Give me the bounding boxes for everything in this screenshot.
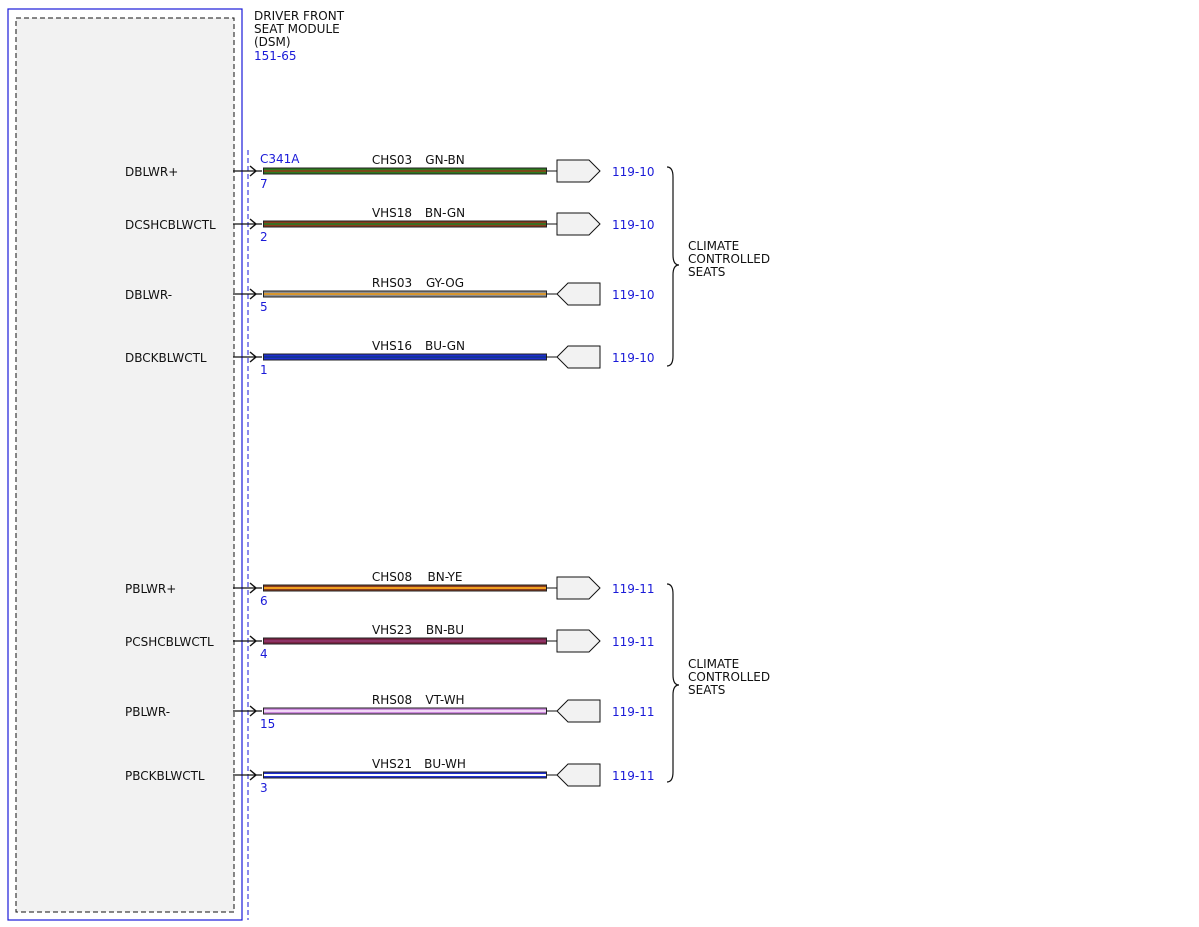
wire-4-dest-link[interactable]: 119-10	[612, 351, 655, 365]
wire-1-pin-chevron	[249, 165, 258, 177]
wire-7-pin-number: 15	[260, 717, 275, 731]
group-label-1-line-1: CLIMATE	[688, 239, 739, 253]
wire-5-wire-stripe	[264, 587, 546, 589]
wire-4-color-code: BU-GN	[425, 339, 465, 353]
wire-3-signal: DBLWR-	[125, 288, 172, 302]
connector-label[interactable]: C341A	[260, 152, 300, 166]
wire-4-incoming-flag	[556, 345, 601, 369]
wire-7-circuit: RHS08	[372, 693, 412, 707]
wire-2-outgoing-flag	[556, 212, 601, 236]
module-body	[15, 17, 235, 913]
wire-2-signal: DCSHCBLWCTL	[125, 218, 216, 232]
wire-2-dest-link[interactable]: 119-10	[612, 218, 655, 232]
wire-6-pin-number: 4	[260, 647, 268, 661]
group-label-2-line-1: CLIMATE	[688, 657, 739, 671]
group-brace-1	[666, 166, 680, 367]
module-title-line-2: SEAT MODULE	[254, 22, 340, 36]
wire-5-dest-link[interactable]: 119-11	[612, 582, 655, 596]
wire-7-pin-chevron	[249, 705, 258, 717]
wire-8-pin-number: 3	[260, 781, 268, 795]
wire-5-pin-chevron	[249, 582, 258, 594]
wire-3-incoming-flag	[556, 282, 601, 306]
wire-2-color-code: BN-GN	[425, 206, 465, 220]
wire-4-pin-chevron	[249, 351, 258, 363]
wire-4-circuit: VHS16	[372, 339, 412, 353]
wire-7-incoming-flag	[556, 699, 601, 723]
wire-7-signal: PBLWR-	[125, 705, 170, 719]
wire-3-wire-stripe	[264, 293, 546, 295]
wire-6-circuit: VHS23	[372, 623, 412, 637]
wire-1-wire-stripe	[264, 170, 546, 172]
wire-3-pin-number: 5	[260, 300, 268, 314]
wire-6-pin-chevron	[249, 635, 258, 647]
wire-7-color-code: VT-WH	[425, 693, 464, 707]
wire-5-circuit: CHS08	[372, 570, 412, 584]
wire-8-signal: PBCKBLWCTL	[125, 769, 205, 783]
wire-2-circuit: VHS18	[372, 206, 412, 220]
wire-3-color-code: GY-OG	[426, 276, 464, 290]
wire-6-signal: PCSHCBLWCTL	[125, 635, 214, 649]
wire-1-outgoing-flag	[556, 159, 601, 183]
wire-3-circuit: RHS03	[372, 276, 412, 290]
wire-7-wire-stripe	[264, 710, 546, 712]
wire-5-signal: PBLWR+	[125, 582, 176, 596]
wire-8-color-code: BU-WH	[424, 757, 466, 771]
wire-6-wire-stripe	[264, 640, 546, 642]
group-label-1-line-2: CONTROLLED	[688, 252, 770, 266]
wire-8-circuit: VHS21	[372, 757, 412, 771]
wire-4-wire-stripe	[264, 356, 546, 358]
wire-1-dest-link[interactable]: 119-10	[612, 165, 655, 179]
wire-1-signal: DBLWR+	[125, 165, 178, 179]
module-title-line-3: (DSM)	[254, 35, 291, 49]
wire-1-circuit: CHS03	[372, 153, 412, 167]
wire-6-color-code: BN-BU	[426, 623, 464, 637]
wire-2-wire-stripe	[264, 223, 546, 225]
module-ref-link[interactable]: 151-65	[254, 49, 297, 63]
wire-6-outgoing-flag	[556, 629, 601, 653]
wire-4-pin-number: 1	[260, 363, 268, 377]
wire-8-incoming-flag	[556, 763, 601, 787]
wire-5-pin-number: 6	[260, 594, 268, 608]
wire-1-color-code: GN-BN	[425, 153, 464, 167]
wire-1-pin-number: 7	[260, 177, 268, 191]
group-brace-2	[666, 583, 680, 783]
group-label-1-line-3: SEATS	[688, 265, 725, 279]
wire-6-dest-link[interactable]: 119-11	[612, 635, 655, 649]
wire-4-signal: DBCKBLWCTL	[125, 351, 207, 365]
group-label-2-line-2: CONTROLLED	[688, 670, 770, 684]
wire-2-pin-number: 2	[260, 230, 268, 244]
wire-list: DBLWR+ 7 CHS03 GN-BN 119-10 DCSHCBLWCTL 2 VHS18…	[125, 153, 655, 795]
module-title-line-1: DRIVER FRONT	[254, 9, 345, 23]
wire-8-pin-chevron	[249, 769, 258, 781]
wire-5-color-code: BN-YE	[427, 570, 462, 584]
wire-2-pin-chevron	[249, 218, 258, 230]
wire-3-dest-link[interactable]: 119-10	[612, 288, 655, 302]
wire-8-wire-stripe	[264, 774, 546, 776]
wire-3-pin-chevron	[249, 288, 258, 300]
group-label-2-line-3: SEATS	[688, 683, 725, 697]
wire-7-dest-link[interactable]: 119-11	[612, 705, 655, 719]
wire-8-dest-link[interactable]: 119-11	[612, 769, 655, 783]
module-outline	[7, 8, 243, 921]
wire-5-outgoing-flag	[556, 576, 601, 600]
